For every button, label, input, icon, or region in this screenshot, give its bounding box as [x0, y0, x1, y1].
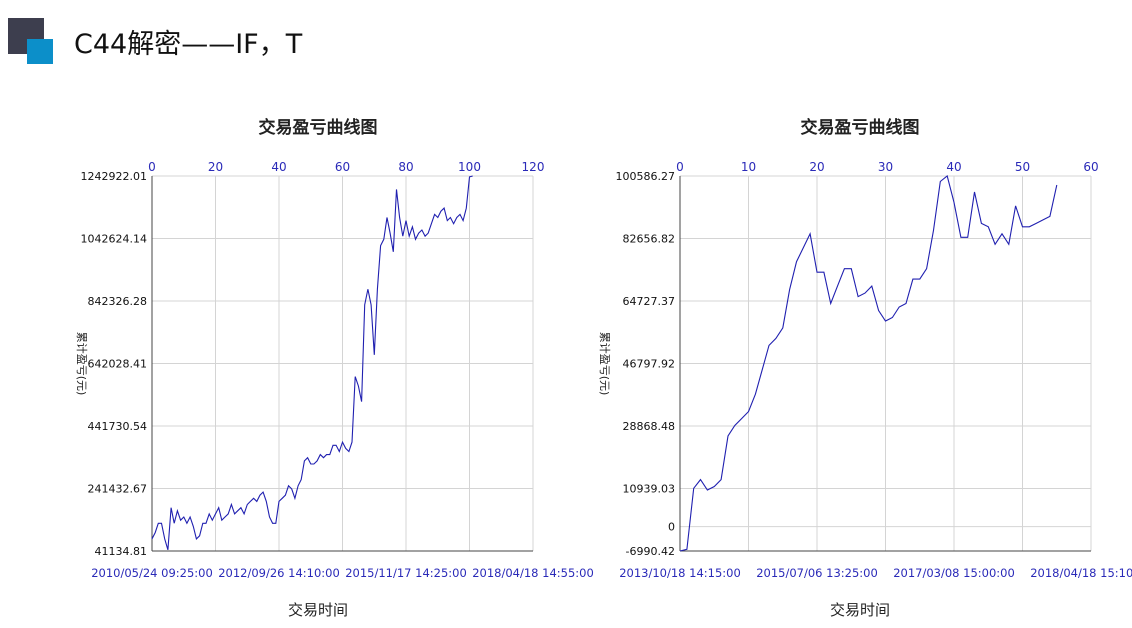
y-tick-label: 1042624.14: [81, 233, 147, 246]
top-tick-label: 80: [398, 160, 413, 174]
chart-title: 交易盈亏曲线图: [259, 117, 378, 138]
y-tick-label: 41134.81: [95, 545, 148, 558]
y-tick-label: 10939.03: [623, 483, 676, 496]
y-tick-label: 46797.92: [623, 358, 676, 371]
y-tick-label: 64727.37: [623, 295, 676, 308]
x-axis-label: 交易时间: [830, 601, 890, 619]
series-line: [151, 175, 473, 550]
top-tick-label: 10: [741, 160, 756, 174]
y-tick-label: 1242922.01: [81, 170, 147, 183]
series-line: [679, 175, 1058, 552]
top-tick-label: 30: [878, 160, 893, 174]
top-tick-label: 40: [946, 160, 961, 174]
x-tick-label: 2017/03/08 15:00:00: [893, 566, 1015, 580]
y-tick-label: 0: [668, 521, 675, 534]
x-tick-label: 2013/10/18 14:15:00: [619, 566, 741, 580]
y-tick-label: 28868.48: [623, 420, 676, 433]
page-title: C44解密——IF，T: [74, 29, 303, 60]
y-tick-label: 100586.27: [616, 170, 676, 183]
x-tick-label: 2015/07/06 13:25:00: [756, 566, 878, 580]
top-tick-label: 0: [148, 160, 156, 174]
y-tick-label: 82656.82: [623, 233, 676, 246]
x-tick-label: 2010/05/24 09:25:00: [91, 566, 213, 580]
x-tick-label: 2018/04/18 15:10:00: [1030, 566, 1132, 580]
top-tick-label: 40: [271, 160, 286, 174]
x-tick-label: 2015/11/17 14:25:00: [345, 566, 467, 580]
y-axis-label: 累计盈亏(元): [75, 332, 88, 396]
y-tick-label: -6990.42: [626, 545, 675, 558]
top-tick-label: 20: [208, 160, 223, 174]
top-tick-label: 100: [458, 160, 481, 174]
top-tick-label: 60: [1083, 160, 1098, 174]
x-tick-label: 2012/09/26 14:10:00: [218, 566, 340, 580]
y-tick-label: 842326.28: [88, 295, 148, 308]
y-tick-label: 642028.41: [88, 358, 148, 371]
top-tick-label: 120: [522, 160, 545, 174]
x-tick-label: 2018/04/18 14:55:00: [472, 566, 594, 580]
top-tick-label: 60: [335, 160, 350, 174]
top-tick-label: 20: [809, 160, 824, 174]
y-tick-label: 441730.54: [88, 420, 148, 433]
top-tick-label: 0: [676, 160, 684, 174]
header-square-blue: [27, 39, 53, 64]
chart-title: 交易盈亏曲线图: [801, 117, 920, 138]
y-axis-label: 累计盈亏(元): [598, 332, 611, 396]
x-axis-label: 交易时间: [288, 601, 348, 619]
y-tick-label: 241432.67: [88, 483, 148, 496]
top-tick-label: 50: [1015, 160, 1030, 174]
